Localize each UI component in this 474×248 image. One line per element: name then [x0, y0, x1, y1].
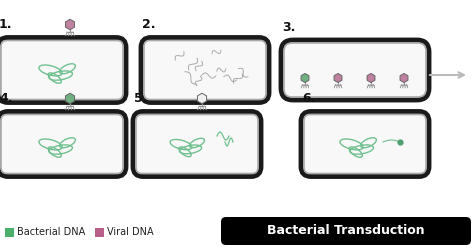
- Text: Viral DNA: Viral DNA: [107, 227, 154, 237]
- Bar: [5, 227, 14, 237]
- Polygon shape: [301, 73, 309, 83]
- Text: 5.: 5.: [134, 93, 147, 105]
- Text: 4.: 4.: [0, 93, 12, 105]
- FancyBboxPatch shape: [133, 112, 261, 177]
- Text: 3.: 3.: [282, 21, 295, 34]
- Polygon shape: [334, 73, 342, 83]
- Polygon shape: [65, 93, 74, 104]
- Text: 1.: 1.: [0, 19, 12, 31]
- Text: Bacterial DNA: Bacterial DNA: [17, 227, 85, 237]
- Text: Bacterial Transduction: Bacterial Transduction: [267, 224, 425, 238]
- FancyBboxPatch shape: [141, 37, 269, 102]
- Polygon shape: [400, 73, 408, 83]
- Bar: [95, 227, 104, 237]
- Polygon shape: [65, 19, 74, 30]
- FancyBboxPatch shape: [301, 112, 429, 177]
- FancyBboxPatch shape: [0, 112, 126, 177]
- FancyBboxPatch shape: [281, 40, 429, 100]
- Polygon shape: [367, 73, 375, 83]
- Polygon shape: [198, 93, 207, 104]
- FancyBboxPatch shape: [221, 217, 471, 245]
- FancyBboxPatch shape: [0, 37, 126, 102]
- Text: 2.: 2.: [142, 19, 155, 31]
- Text: 6.: 6.: [302, 93, 315, 105]
